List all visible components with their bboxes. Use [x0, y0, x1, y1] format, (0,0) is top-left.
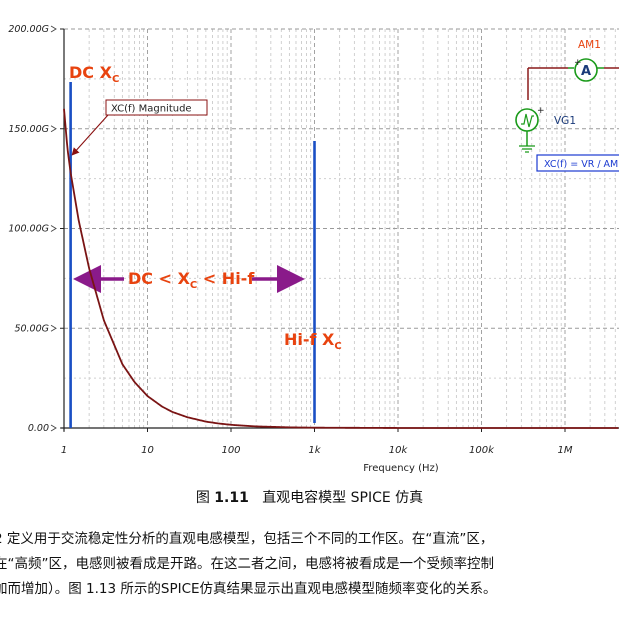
y-tick-arrow	[50, 424, 57, 432]
ground-icon	[519, 145, 535, 153]
magnitude-pointer	[71, 114, 109, 156]
body-paragraph: 2 定义用于交流稳定性分析的直观电感模型，包括三个不同的工作区。在“直流”区， …	[0, 527, 619, 602]
x-tick-label: 1k	[308, 445, 321, 456]
dc-xc-subscript: C	[112, 74, 119, 85]
formula-box	[536, 154, 619, 172]
source-waveform	[521, 113, 534, 128]
source-label: VG1	[554, 115, 576, 127]
y-tick-arrow	[50, 125, 57, 133]
formula-text: XC(f) = VR / AM	[544, 159, 618, 170]
y-tick-label: 50.00G	[14, 323, 49, 334]
caption-prefix: 图	[195, 490, 215, 506]
y-tick-arrow	[50, 324, 57, 332]
y-tick-arrow	[50, 225, 57, 232]
series-line-0	[63, 108, 619, 429]
hif-xc-subscript: C	[334, 341, 341, 352]
magnitude-box	[105, 99, 208, 116]
ammeter-label: AM1	[578, 39, 601, 51]
caption-number: 1.11	[214, 490, 249, 506]
ammeter-symbol: A	[581, 64, 591, 79]
series	[63, 108, 619, 429]
x-tick-label: 10k	[389, 445, 409, 456]
x-tick-label: 1	[61, 445, 67, 456]
y-tick-arrow	[50, 25, 57, 33]
x-tick-label: 100k	[469, 445, 495, 456]
ammeter-icon	[574, 58, 598, 82]
chart: 200.00G 150.00G 100.00G 50.00G 0.00 1 10 100 1k 1…	[8, 24, 619, 474]
hif-xc-label: Hi-f XC	[284, 330, 342, 352]
x-tick-label: 100	[221, 445, 240, 456]
caption-title: 直观电容模型 SPICE 仿真	[262, 490, 424, 506]
source-plus: +	[537, 106, 545, 116]
body-line-2: 在“高频”区，电感则被看成是开路。在这二者之间，电感将被看成是一个受频率控制	[0, 556, 494, 572]
y-tick-label: 150.00G	[8, 124, 49, 135]
x-tick-label: 1M	[558, 445, 573, 456]
grid	[63, 28, 619, 429]
ammeter-plus: +	[574, 58, 582, 68]
body-line-3: 加而增加）。图 1.13 所示的SPICE仿真结果显示出直观电感模型随频率变化的…	[0, 581, 497, 597]
y-tick-label: 100.00G	[8, 224, 49, 235]
x-axis-label: Frequency (Hz)	[363, 463, 439, 474]
y-tick-label: 200.00G	[8, 24, 49, 35]
range-label: DC < XC < Hi-f	[128, 269, 255, 291]
range-label-tail: < Hi-f	[197, 269, 255, 288]
y-tick-label: 0.00	[28, 423, 49, 434]
range-subscript: C	[190, 280, 197, 291]
dc-xc-label: DC XC	[69, 63, 119, 85]
body-line-1: 2 定义用于交流稳定性分析的直观电感模型，包括三个不同的工作区。在“直流”区，	[0, 531, 494, 547]
x-tick-label: 10	[141, 445, 154, 456]
magnitude-box-label: XC(f) Magnitude	[111, 104, 192, 115]
annotations: DC XC Hi-f XC DC < XC < Hi-f XC(f) Magnitud…	[69, 63, 342, 428]
figure-caption: 图 1.11 直观电容模型 SPICE 仿真	[0, 487, 619, 507]
